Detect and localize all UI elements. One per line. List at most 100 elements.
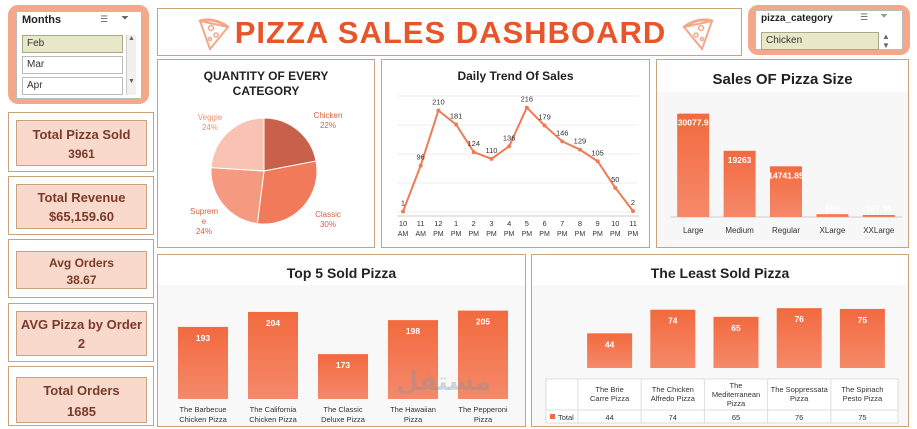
month-item-feb[interactable]: Feb xyxy=(22,35,123,53)
least-table-value: 75 xyxy=(858,413,866,422)
least-bar xyxy=(587,333,633,368)
least-x-tick-line: The xyxy=(730,381,743,390)
kpi-total-pizza-sold-card: Total Pizza Sold 3961 xyxy=(8,112,154,172)
least-bar xyxy=(713,316,759,368)
trend-point xyxy=(507,144,512,149)
trend-point xyxy=(560,139,565,144)
kpi-total-orders-label: Total Orders xyxy=(43,383,120,398)
trend-x-tick-ampm: PM xyxy=(575,231,586,238)
least-data-table xyxy=(545,378,899,424)
trend-x-tick-hour: 1 xyxy=(454,219,458,228)
kpi-total-orders-card: Total Orders 1685 xyxy=(8,366,154,426)
trend-x-tick-ampm: PM xyxy=(557,231,568,238)
trend-data-label: 50 xyxy=(611,175,619,184)
trend-data-label: 179 xyxy=(538,112,551,121)
months-slicer: Months ☰ ⏷ Feb Mar Apr ▲ ▼ xyxy=(8,5,149,104)
least-table-row-label: Total xyxy=(558,413,574,422)
kpi-avg-orders-card: Avg Orders 38.67 xyxy=(8,239,154,298)
size-x-tick: XXLarge xyxy=(863,226,895,235)
dashboard-title: PIZZA SALES DASHBOARD xyxy=(234,15,667,50)
least-x-tick-line: Pizza xyxy=(790,394,809,403)
least-chart-panel: The Least Sold Pizza Total 44 The Brie Carr… xyxy=(531,254,909,427)
top5-x-tick-line-2: Chicken Pizza xyxy=(249,415,297,424)
multi-select-icon[interactable]: ☰ xyxy=(100,14,109,24)
trend-x-tick-ampm: PM xyxy=(539,231,550,238)
trend-data-label: 136 xyxy=(503,133,516,142)
pie-slice-supreme xyxy=(210,167,265,225)
month-item-apr[interactable]: Apr xyxy=(22,77,123,95)
least-x-tick-line: Pizza xyxy=(727,399,746,408)
pie-label-classic: Classic xyxy=(315,210,341,219)
trend-x-tick-ampm: AM xyxy=(398,231,409,238)
month-item-mar[interactable]: Mar xyxy=(22,56,123,74)
top5-bar xyxy=(248,311,298,399)
size-x-tick: XLarge xyxy=(820,226,846,235)
least-bar xyxy=(839,308,885,368)
top5-bar xyxy=(318,354,368,399)
pie-slice-veggie xyxy=(210,117,265,172)
least-x-tick-line: The Brie xyxy=(595,385,623,394)
trend-point xyxy=(489,156,494,161)
trend-x-tick-ampm: AM xyxy=(415,231,426,238)
trend-x-tick-ampm: PM xyxy=(610,231,621,238)
top5-x-tick-line-1: The Classic xyxy=(323,405,362,414)
pie-chart-title-line-1: QUANTITY OF EVERY xyxy=(203,69,329,83)
least-bar xyxy=(776,308,822,368)
top5-bar xyxy=(178,326,228,399)
pie-label-veggie: Veggie xyxy=(198,113,223,122)
multi-select-icon[interactable]: ☰ xyxy=(860,12,869,22)
trend-data-label: 210 xyxy=(432,98,445,107)
months-scrollbar[interactable]: ▲ ▼ xyxy=(126,35,136,95)
pie-pct-classic: 30% xyxy=(320,220,336,229)
least-chart-title: The Least Sold Pizza xyxy=(650,265,790,281)
trend-x-tick-hour: 10 xyxy=(399,219,407,228)
trend-x-tick-hour: 11 xyxy=(629,219,637,228)
size-data-label: 187.25 xyxy=(866,204,892,214)
trend-point xyxy=(418,163,423,168)
least-x-tick-line: Carre Pizza xyxy=(590,394,630,403)
category-item-chicken[interactable]: Chicken xyxy=(761,32,879,50)
kpi-avg-pizza-by-order-card: AVG Pizza by Order 2 xyxy=(8,303,154,362)
trend-x-tick-hour: 11 xyxy=(417,219,425,228)
trend-data-label: 124 xyxy=(468,139,481,148)
trend-x-tick-hour: 2 xyxy=(472,219,476,228)
pizza-icon-right xyxy=(678,13,718,53)
size-data-label: 800 xyxy=(825,203,839,213)
size-x-tick: Regular xyxy=(772,226,800,235)
size-chart: 30077.9 Large 19263 Medium 14741.85 Regular 80… xyxy=(657,92,908,247)
top5-x-tick-line-1: The California xyxy=(250,405,298,414)
top5-data-label: 193 xyxy=(196,333,210,343)
trend-data-label: 2 xyxy=(631,198,635,207)
trend-x-tick-hour: 6 xyxy=(542,219,546,228)
trend-data-label: 146 xyxy=(556,128,569,137)
least-legend-key xyxy=(550,414,555,419)
trend-x-tick-hour: 12 xyxy=(434,219,442,228)
top5-bar xyxy=(458,310,508,399)
category-scroll-icon[interactable]: ▲ ▼ xyxy=(882,32,890,50)
top5-x-tick-line-1: The Pepperoni xyxy=(458,405,508,414)
least-data-label: 65 xyxy=(731,323,741,333)
trend-point xyxy=(631,209,635,214)
trend-chart-title: Daily Trend Of Sales xyxy=(457,69,574,83)
trend-x-tick-hour: 3 xyxy=(489,219,493,228)
kpi-total-revenue-card: Total Revenue $65,159.60 xyxy=(8,176,154,235)
top5-x-tick-line-2: Deluxe Pizza xyxy=(321,415,366,424)
pie-slice-classic xyxy=(256,160,318,225)
size-x-tick: Medium xyxy=(725,226,754,235)
least-data-label: 44 xyxy=(605,339,615,349)
trend-point xyxy=(524,105,529,110)
pie-label-supreme: Suprem xyxy=(190,207,218,216)
top5-x-tick-line-1: The Hawaiian xyxy=(390,405,436,414)
trend-x-tick-ampm: PM xyxy=(522,231,533,238)
trend-x-tick-hour: 7 xyxy=(560,219,564,228)
trend-x-tick-hour: 10 xyxy=(611,219,619,228)
size-bar-large xyxy=(677,113,710,217)
clear-filter-icon[interactable]: ⏷ xyxy=(121,13,129,24)
clear-filter-icon[interactable]: ⏷ xyxy=(880,11,888,22)
pizza-icon-left xyxy=(194,13,234,53)
size-data-label: 14741.85 xyxy=(768,170,804,180)
kpi-total-orders-value: 1685 xyxy=(67,404,96,419)
trend-point xyxy=(577,147,582,152)
